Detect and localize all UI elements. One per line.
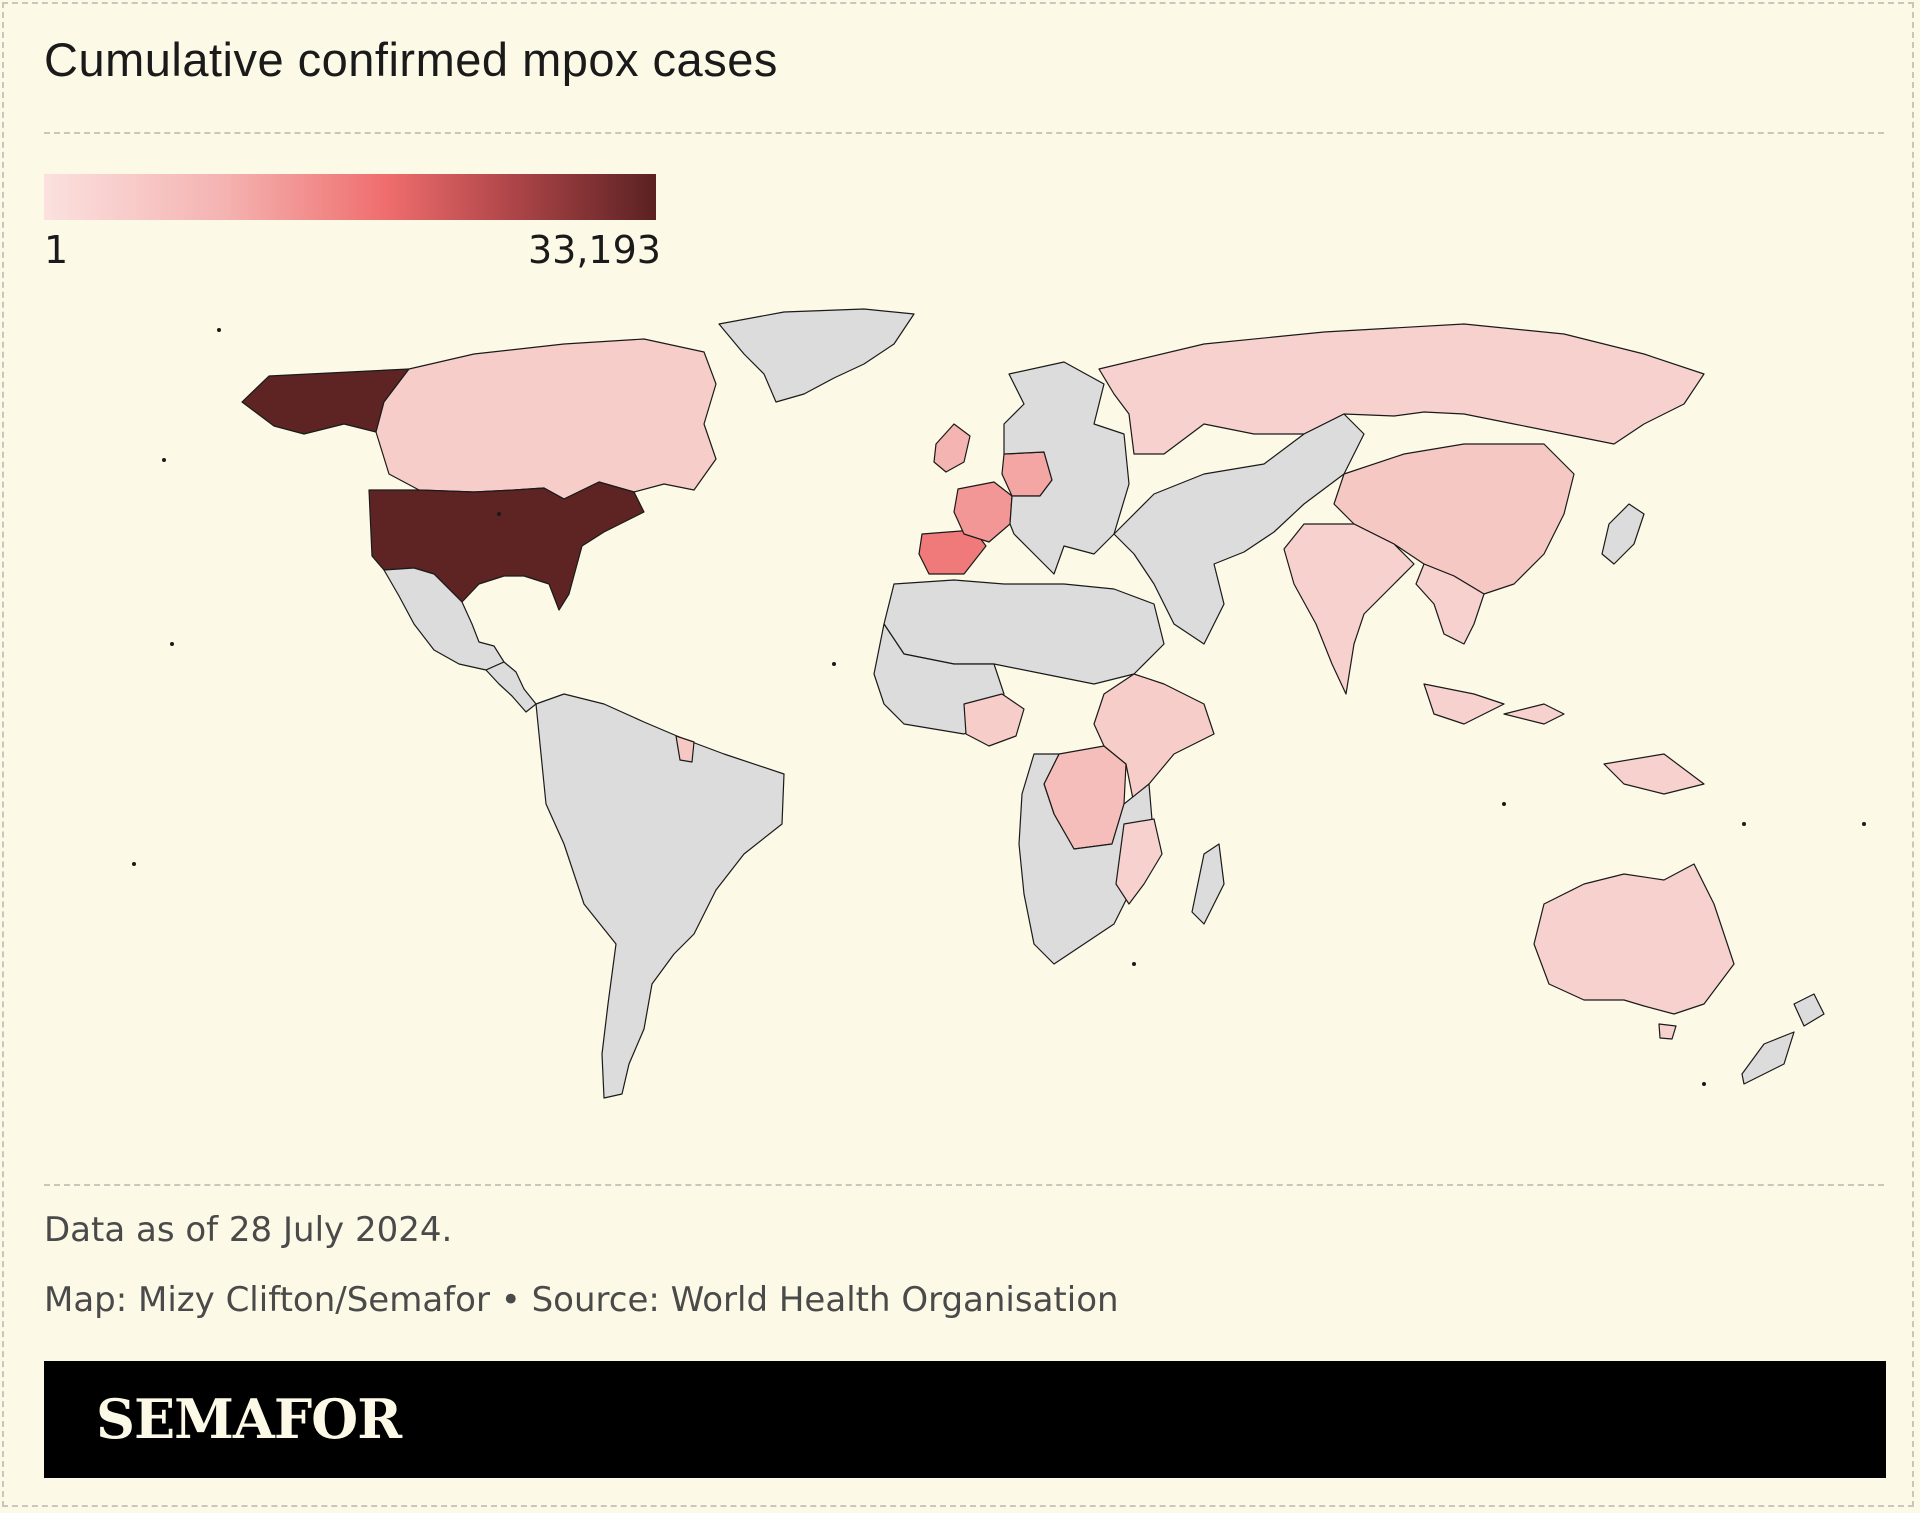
island-dot: [1742, 822, 1746, 826]
country-shapes: [132, 308, 1866, 1099]
island-dot: [170, 642, 174, 646]
region-new-zealand: [1741, 993, 1825, 1085]
island-dot: [217, 328, 221, 332]
world-map: [132, 308, 1866, 1099]
island-dot: [1702, 1082, 1706, 1086]
source-credit: Map: Mizy Clifton/Semafor • Source: Worl…: [44, 1280, 1119, 1320]
semafor-logo: SEMAFOR: [96, 1387, 402, 1451]
region-greenland: [718, 308, 915, 403]
region-central-america: [485, 661, 537, 713]
region-south-america: [535, 693, 785, 1099]
region-australia: [1533, 863, 1735, 1040]
region-mexico: [383, 567, 505, 671]
island-dot: [162, 458, 166, 462]
region-france: [953, 481, 1013, 543]
region-india: [1283, 523, 1415, 695]
chart-title: Cumulative confirmed mpox cases: [44, 33, 778, 86]
brand-footer: SEMAFOR: [44, 1361, 1886, 1478]
region-mozambique: [1115, 818, 1163, 905]
legend-min-label: 1: [44, 228, 69, 272]
island-dot: [132, 862, 136, 866]
region-middle-east-and-central-asia: [1113, 413, 1365, 645]
color-legend-bar: [44, 174, 656, 220]
top-divider: [44, 132, 1884, 134]
region-southeast-asia: [1415, 563, 1705, 795]
region-russia: [1098, 323, 1705, 455]
region-nigeria: [963, 693, 1025, 747]
island-dot: [1862, 822, 1866, 826]
region-canada: [375, 338, 717, 500]
island-dot: [497, 512, 501, 516]
region-french-guiana: [675, 735, 695, 763]
region-madagascar: [1191, 843, 1225, 925]
legend-max-label: 33,193: [528, 228, 661, 272]
island-dot: [832, 662, 836, 666]
region-europe: [1003, 361, 1130, 575]
region-japan: [1601, 503, 1645, 565]
island-dot: [1502, 802, 1506, 806]
date-note: Data as of 28 July 2024.: [44, 1210, 453, 1250]
region-united-kingdom: [933, 423, 971, 473]
bottom-divider: [44, 1184, 1884, 1186]
island-dot: [1132, 962, 1136, 966]
